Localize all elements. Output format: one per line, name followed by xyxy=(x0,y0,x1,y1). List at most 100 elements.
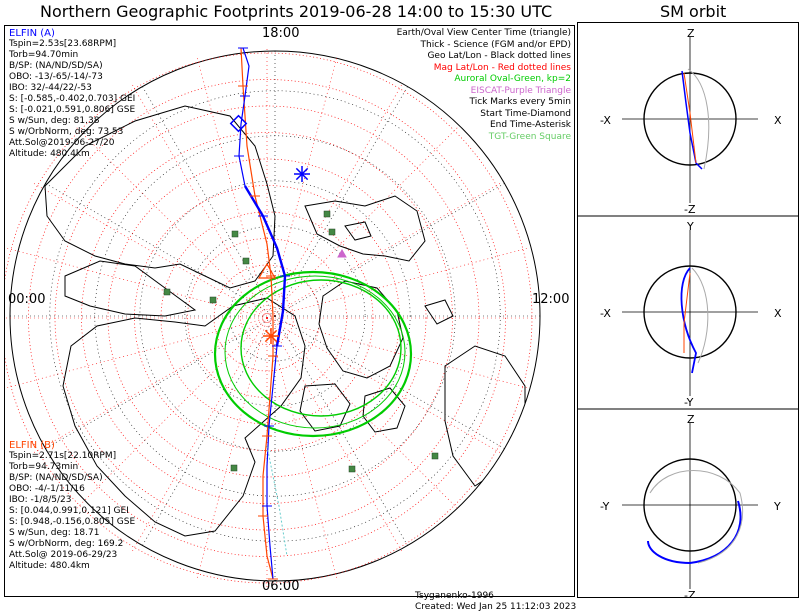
geo-meridian xyxy=(45,315,276,449)
track-elfin-a-science xyxy=(243,185,287,347)
legend-item: Mag Lat/Lon - Red dotted lines xyxy=(433,62,571,73)
sm-label-left: -Y xyxy=(600,500,610,513)
tgt-square xyxy=(230,464,238,472)
geo-lat-circle xyxy=(184,225,366,407)
legend-item: Tick Marks every 5min xyxy=(469,97,571,107)
sm-orbit-panel: Z -Z -X X Y -Y -X X Z -Z -Y Y xyxy=(577,22,799,598)
elfin_a-line: S: [-0.021,0.591,0.806] GSE xyxy=(9,105,136,115)
elfin_b-line: S: [0.044,0.991,0.121] GEI xyxy=(9,506,129,516)
sm-label-left: -X xyxy=(600,307,611,320)
elfin-b-end-asterisk xyxy=(264,329,278,343)
sm-label-bottom: -Z xyxy=(684,589,696,597)
elfin_b-line: Att.Sol@ 2019-06-29/23 xyxy=(9,550,118,560)
geo-lat-circle xyxy=(49,90,501,542)
auroral-oval-inner xyxy=(240,279,402,417)
sm-orbit-b-2 xyxy=(691,267,709,364)
elfin_a-line: Altitude: 480.4km xyxy=(9,149,90,159)
coastline xyxy=(64,260,197,317)
legend-item: TGT-Green Square xyxy=(488,131,571,142)
auroral-oval-outer xyxy=(213,270,413,438)
elfin_a-line: OBO: -13/-65/-14/-73 xyxy=(9,72,103,82)
legend-item: Geo Lat/Lon - Black dotted lines xyxy=(427,51,571,61)
geo-lat-circle xyxy=(139,180,411,452)
elfin_a-line: Torb=94.70min xyxy=(9,50,79,60)
geo-meridian xyxy=(142,86,276,317)
geo-meridian xyxy=(274,315,408,546)
geo-meridian xyxy=(142,315,276,546)
sm-earth-circle xyxy=(643,265,737,359)
coastline xyxy=(304,195,426,262)
lt-label-top: 18:00 xyxy=(262,26,300,41)
sm-orbit-b-1r xyxy=(683,72,697,164)
elfin_b-line: S: [0.948,-0.156,0.805] GSE xyxy=(9,517,136,527)
sm-orbit-b-3 xyxy=(649,470,744,564)
elfin-a-start-diamond xyxy=(229,114,248,133)
coastline xyxy=(299,383,351,432)
coastline xyxy=(44,105,276,289)
sm-label-left: -X xyxy=(600,114,611,127)
credits-created: Created: Wed Jan 25 11:12:03 2023 xyxy=(415,602,577,612)
legend: Earth/Oval View Center Time (triangle) Th… xyxy=(397,28,571,143)
geo-grid xyxy=(10,51,540,581)
legend-item: End Time-Asterisk xyxy=(489,120,571,130)
sm-label-top: Y xyxy=(686,220,694,233)
legend-item: EISCAT-Purple Triangle xyxy=(470,85,571,96)
elfin_a-line: B/SP: (NA/ND/SD/SA) xyxy=(9,61,103,71)
mag-lat-circle xyxy=(160,211,374,425)
track-dotted-segment xyxy=(266,445,288,557)
elfin_b-line: S w/OrbNorm, deg: 169.2 xyxy=(9,539,124,549)
elfin_b-line: OBO: -4/-1/11/16 xyxy=(9,484,85,494)
tgt-square xyxy=(231,230,239,238)
coastline xyxy=(344,221,372,241)
mag-lat-circle xyxy=(187,238,347,398)
sm-orbit-a-2 xyxy=(680,267,697,374)
lt-label-bottom: 06:00 xyxy=(262,579,300,594)
elfin_a-line: IBO: 32/-44/22/-53 xyxy=(9,83,92,93)
tgt-square xyxy=(431,452,439,460)
tgt-squares xyxy=(163,210,439,473)
elfin-a-end-asterisk xyxy=(295,167,309,181)
sm-orbit-title: SM orbit xyxy=(660,2,727,21)
coastline xyxy=(62,297,306,537)
sm-label-right: X xyxy=(774,307,782,320)
sm-label-bottom: -Y xyxy=(684,396,694,409)
sm-label-top: Z xyxy=(687,27,695,40)
tgt-square xyxy=(163,288,171,296)
elfin_a-line: Tspin=2.53s[23.68RPM] xyxy=(9,39,117,49)
credits: Tsyganenko-1996 Created: Wed Jan 25 11:1… xyxy=(415,591,576,613)
elfin_b-line: IBO: -1/8/5/23 xyxy=(9,495,72,505)
legend-item: Auroral Oval-Green, kp=2 xyxy=(454,74,571,84)
elfin_a-line: Att.Sol@2019-06-27/20 xyxy=(9,138,115,148)
main-title: Northern Geographic Footprints 2019-06-2… xyxy=(40,2,553,21)
tgt-square xyxy=(328,228,336,236)
elfin_a-line: S w/Sun, deg: 81.38 xyxy=(9,116,100,126)
view-center-triangle xyxy=(257,262,277,279)
geo-meridian xyxy=(45,183,276,317)
coastline xyxy=(424,299,454,325)
lt-label-right: 12:00 xyxy=(532,292,570,307)
lt-label-left: 00:00 xyxy=(8,292,46,307)
legend-item: Start Time-Diamond xyxy=(480,108,571,119)
sm-label-top: Z xyxy=(687,413,695,426)
sm-label-right: X xyxy=(774,114,782,127)
sm-orbit-a-1 xyxy=(681,70,703,170)
legend-item: Earth/Oval View Center Time (triangle) xyxy=(396,28,571,38)
sm-label-bottom: -Z xyxy=(684,203,696,216)
auroral-oval xyxy=(213,270,413,438)
sm-earth-circle xyxy=(643,72,737,166)
mag-lat-circle xyxy=(28,79,506,557)
tgt-square xyxy=(323,210,331,218)
tgt-square xyxy=(209,296,217,304)
mag-lat-circle xyxy=(107,158,427,478)
elfin-a-title: ELFIN (A) xyxy=(9,28,55,39)
elfin-b-title: ELFIN (B) xyxy=(9,440,55,451)
footprint-tracks xyxy=(229,47,310,580)
elfin_b-line: S w/Sun, deg: 18.71 xyxy=(9,528,100,538)
sm-earth-circle xyxy=(643,458,737,552)
tgt-square xyxy=(242,257,250,265)
sm-orbit-b-2r xyxy=(683,272,691,353)
sm-label-right: Y xyxy=(773,500,781,513)
auroral-oval-mid xyxy=(224,275,406,429)
sm-orbit-plots: Z -Z -X X Y -Y -X X Z -Z -Y Y xyxy=(578,27,798,597)
sm-orbit-a-3 xyxy=(647,500,742,565)
